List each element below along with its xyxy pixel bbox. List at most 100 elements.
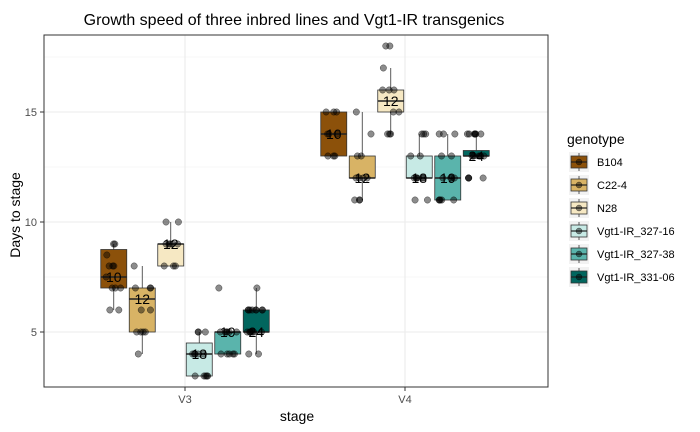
data-point	[137, 306, 145, 314]
data-point	[249, 328, 257, 336]
data-point	[451, 130, 459, 138]
box	[128, 287, 156, 333]
legend-label: N28	[597, 203, 617, 215]
data-point	[420, 174, 427, 182]
data-point	[450, 174, 458, 182]
plot-area: 5 10 15 V3 V4 10 10 12 12 12 12 18 18 19 19 24 24	[25, 34, 549, 406]
data-point	[324, 130, 332, 138]
data-point	[253, 284, 261, 292]
data-point	[386, 42, 394, 50]
data-point	[351, 196, 359, 204]
data-point	[189, 350, 197, 358]
data-point	[480, 152, 488, 160]
box	[185, 342, 213, 377]
legend-label: Vgt1-IR_327-38	[597, 249, 675, 261]
count-label: 12	[163, 236, 179, 252]
data-point	[463, 130, 471, 138]
data-point	[160, 262, 168, 270]
data-point	[203, 372, 211, 380]
y-tick-label: 10	[25, 217, 37, 229]
count-label: 19	[440, 170, 456, 186]
chart-title: Growth speed of three inbred lines and V…	[84, 12, 505, 29]
data-point	[115, 306, 123, 314]
y-axis-label: Days to stage	[7, 172, 23, 258]
count-label: 12	[383, 93, 399, 109]
legend-item: B104	[569, 152, 623, 172]
data-point	[424, 196, 431, 204]
data-point	[356, 196, 364, 204]
data-point	[479, 174, 487, 182]
data-point	[435, 130, 443, 138]
data-point	[353, 152, 361, 160]
count-label: 10	[326, 126, 342, 142]
data-point	[435, 196, 443, 204]
data-point	[439, 174, 447, 182]
data-point	[169, 240, 177, 248]
data-point	[217, 350, 225, 358]
data-point	[352, 174, 360, 182]
data-point	[248, 306, 256, 314]
data-point	[147, 284, 155, 292]
legend-item: Vgt1-IR_327-16	[569, 221, 675, 241]
data-point	[223, 350, 231, 358]
data-point	[407, 152, 415, 160]
data-point	[106, 306, 114, 314]
data-point	[244, 306, 252, 314]
data-point	[390, 86, 398, 94]
legend-label: B104	[597, 157, 623, 169]
data-point	[201, 328, 209, 336]
data-point	[438, 196, 446, 204]
data-point	[420, 130, 428, 138]
box	[100, 249, 128, 289]
data-point	[141, 328, 149, 336]
legend-point	[575, 204, 583, 212]
data-point	[418, 130, 426, 138]
data-point	[471, 130, 479, 138]
count-label: 24	[248, 324, 264, 340]
legend-item: Vgt1-IR_331-06	[569, 267, 675, 287]
count-label: 19	[220, 324, 236, 340]
data-point	[422, 130, 430, 138]
x-axis-label: stage	[280, 408, 314, 424]
data-point	[258, 306, 266, 314]
data-point	[200, 372, 208, 380]
data-point	[130, 262, 138, 270]
data-point	[363, 174, 371, 182]
panel-border	[43, 34, 549, 388]
data-point	[225, 328, 233, 336]
legend-point	[575, 158, 583, 166]
data-point	[223, 328, 231, 336]
data-point	[191, 350, 198, 358]
data-point	[131, 284, 139, 292]
legend-point	[575, 227, 583, 235]
data-point	[465, 174, 472, 182]
data-point	[111, 240, 119, 248]
data-point	[330, 152, 337, 160]
data-point	[215, 284, 223, 292]
data-point	[411, 196, 419, 204]
legend-item: N28	[569, 198, 617, 218]
legend-point	[575, 273, 583, 281]
data-point	[103, 251, 111, 259]
data-point	[171, 262, 179, 270]
data-point	[191, 372, 199, 380]
data-point	[477, 130, 485, 138]
data-point	[117, 284, 125, 292]
data-point	[367, 130, 375, 138]
data-point	[333, 130, 341, 138]
count-label: 18	[411, 170, 427, 186]
count-label: 12	[354, 170, 370, 186]
x-tick-label: V3	[178, 394, 191, 406]
data-point	[468, 152, 476, 160]
data-point	[382, 42, 390, 50]
data-point	[165, 240, 173, 248]
legend: B104 C22-4 N28 Vgt1-IR_327-16 Vgt1-IR_327-38…	[569, 152, 675, 287]
data-point	[389, 108, 397, 116]
count-label: 12	[134, 291, 150, 307]
data-point	[387, 130, 395, 138]
legend-point	[575, 181, 583, 189]
y-tick-label: 5	[31, 327, 37, 339]
data-point	[139, 328, 147, 336]
data-point	[108, 284, 116, 292]
